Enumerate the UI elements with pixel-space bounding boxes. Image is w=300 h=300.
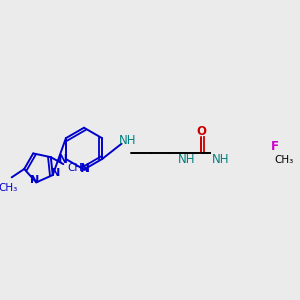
Text: CH₃: CH₃: [0, 183, 18, 193]
Text: N: N: [58, 153, 68, 166]
Text: NH: NH: [178, 152, 196, 166]
Text: N: N: [30, 175, 40, 184]
Text: N: N: [51, 168, 60, 178]
Text: CH₃: CH₃: [275, 155, 294, 165]
Text: O: O: [196, 125, 206, 138]
Text: CH₃: CH₃: [68, 163, 87, 172]
Text: NH: NH: [212, 152, 229, 166]
Text: N: N: [80, 162, 90, 175]
Text: F: F: [271, 140, 279, 153]
Text: NH: NH: [118, 134, 136, 147]
